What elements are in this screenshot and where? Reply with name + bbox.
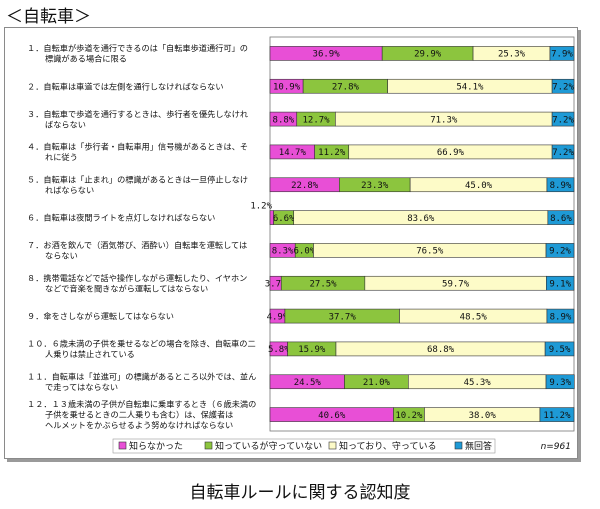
chart-frame: １．自転車が歩道を通行できるのは「自転車歩道通行可」の 標識がある場合に限る 36.… <box>4 27 578 459</box>
page-title: ＜自転車＞ <box>6 7 91 27</box>
legend-swatch <box>454 441 463 450</box>
value-label: 14.7% <box>279 148 307 158</box>
category-label: ヘルメットをかぶらせるよう努めなければならない <box>45 420 233 430</box>
bar-segment <box>546 177 575 193</box>
value-label: 4.9% <box>267 312 289 322</box>
value-label: 6.0% <box>294 247 316 257</box>
plot-area <box>269 36 575 432</box>
value-label: 71.3% <box>430 115 458 125</box>
value-label: 7.2% <box>552 82 574 92</box>
category-label: ５．自転車は「止まれ」の標識があるときは一旦停止しなけ <box>27 175 248 185</box>
category-label: ればならない <box>45 185 94 195</box>
value-label: 29.9% <box>414 50 442 60</box>
category-label: 子供を乗せるときの二人乗りも含む）は、保護者は <box>45 410 233 420</box>
value-label: 15.9% <box>298 345 326 355</box>
value-label: 8.6% <box>550 214 572 224</box>
value-label: 45.0% <box>465 181 493 191</box>
value-label: 24.5% <box>294 378 322 388</box>
category-label: 人乗りは禁止されている <box>45 349 135 359</box>
bar-segment <box>551 111 575 127</box>
value-label: 25.3% <box>498 50 526 60</box>
legend-label: 知っており、守っている <box>339 440 436 452</box>
value-label: 8.9% <box>550 181 572 191</box>
legend-swatch <box>328 441 337 450</box>
category-label: ばならない <box>45 119 86 129</box>
category-label: １２．１３歳未満の子供が自転車に乗車するとき（６歳未満の <box>27 399 256 409</box>
bar-segment <box>545 374 575 390</box>
value-label: 68.8% <box>427 345 455 355</box>
category-label: ならない <box>45 251 78 261</box>
category-label: ８．携帯電話などで話や操作しながら運転したり、イヤホン <box>27 273 247 283</box>
legend-swatch <box>118 441 127 450</box>
value-label: 27.8% <box>332 82 360 92</box>
value-label: 12.7% <box>303 115 331 125</box>
value-label: 11.2% <box>318 148 346 158</box>
bar-segment <box>546 275 575 291</box>
value-label: 48.5% <box>460 312 488 322</box>
value-label: 10.9% <box>273 82 301 92</box>
value-label: 59.7% <box>442 279 470 289</box>
value-label: 3.7% <box>265 279 287 289</box>
value-label: 9.3% <box>549 378 571 388</box>
value-label: 10.2% <box>395 411 423 421</box>
value-label: 45.3% <box>464 378 492 388</box>
bar-segment <box>546 308 575 324</box>
value-label: 6.6% <box>273 214 295 224</box>
value-label: 9.5% <box>549 345 571 355</box>
value-label: 8.9% <box>550 312 572 322</box>
category-label: ６．自転車は夜間ライトを点灯しなければならない <box>27 213 215 223</box>
category-label: １１．自転車は「並進可」の標識があるところ以外では、並ん <box>27 372 256 382</box>
value-label: 9.1% <box>549 279 571 289</box>
category-label: １０．６歳未満の子供を乗せるなどの場合を除き、自転車の二 <box>27 339 256 349</box>
value-label: 76.5% <box>416 247 444 257</box>
legend-swatch <box>204 441 213 450</box>
value-label: 7.9% <box>551 50 573 60</box>
value-label: 40.6% <box>318 411 346 421</box>
value-label: 27.5% <box>310 279 338 289</box>
category-label: ２．自転車は車道では左側を通行しなければならない <box>27 81 224 91</box>
category-label: ４．自転車は「歩行者・自転車用」信号機があるときは、そ <box>27 142 248 152</box>
bar-segment <box>547 210 575 225</box>
bar-segment <box>539 407 575 422</box>
chart-caption: 自転車ルールに関する認知度 <box>189 483 411 503</box>
value-label: 38.0% <box>469 411 497 421</box>
value-label: 37.7% <box>329 312 357 322</box>
value-label: 5.8% <box>268 345 290 355</box>
legend-label: 知っているが守っていない <box>215 440 322 452</box>
value-label: 23.3% <box>361 181 389 191</box>
value-label: 83.6% <box>407 214 435 224</box>
category-label: ７．お酒を飲んで（酒気帯び、酒酔い）自転車を運転しては <box>27 240 247 250</box>
bar-segment <box>551 78 575 94</box>
value-label: 11.2% <box>543 411 571 421</box>
value-label: 7.2% <box>552 148 574 158</box>
legend-label: 知らなかった <box>129 440 183 452</box>
value-label: 9.2% <box>549 247 571 257</box>
bar-segment <box>545 243 575 258</box>
category-label: ３．自転車で歩道を通行するときは、歩行者を優先しなけれ <box>27 109 248 119</box>
value-label: 8.8% <box>273 115 295 125</box>
bar-segment <box>549 46 575 61</box>
value-label: 7.2% <box>552 115 574 125</box>
category-label: で走ってはならない <box>45 382 118 392</box>
category-label: ９．傘をさしながら運転してはならない <box>27 311 174 321</box>
category-label: などで音楽を聞きながら運転してはならない <box>45 284 208 294</box>
category-label: れに従う <box>45 152 78 162</box>
value-label: 21.0% <box>363 378 391 388</box>
bar-segment <box>551 144 575 160</box>
value-label: 66.9% <box>437 148 465 158</box>
value-label: 36.9% <box>313 50 341 60</box>
value-label: 8.3% <box>272 247 294 257</box>
bar-segment <box>544 341 575 357</box>
value-label: 54.1% <box>456 82 484 92</box>
category-label: １．自転車が歩道を通行できるのは「自転車歩道通行可」の <box>27 43 248 53</box>
sample-size-note: n=961 <box>541 442 571 452</box>
value-label: 22.8% <box>291 181 319 191</box>
legend-label: 無回答 <box>465 440 492 452</box>
category-label: 標識がある場合に限る <box>45 54 127 64</box>
value-label: 1.2% <box>250 202 272 212</box>
